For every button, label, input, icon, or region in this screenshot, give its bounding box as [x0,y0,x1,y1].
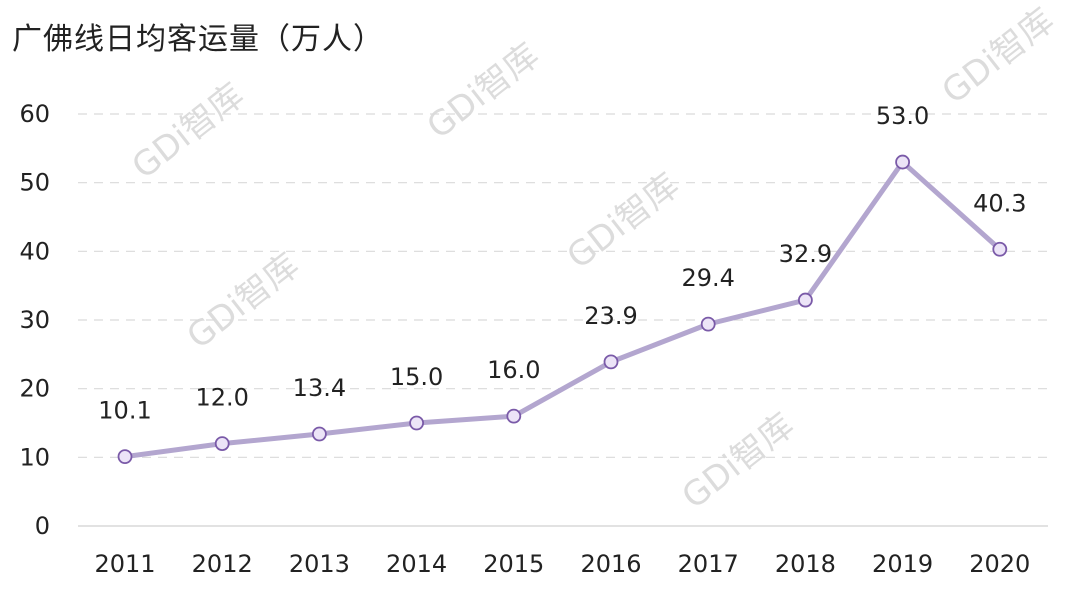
data-label: 32.9 [779,240,832,268]
x-tick-label: 2014 [386,550,447,578]
gridlines [78,113,1048,527]
data-markers [117,154,1008,465]
watermark-text: GDi智库 [180,246,307,358]
x-tick-label: 2013 [289,550,350,578]
data-point [311,426,327,442]
data-label: 16.0 [487,356,540,384]
y-tick-label: 20 [19,375,50,403]
watermark-text: GDi智库 [675,406,802,518]
data-point [895,154,910,170]
data-point [214,436,230,452]
y-tick-label: 0 [35,512,50,540]
x-tick-label: 2018 [775,550,836,578]
x-tick-label: 2017 [678,550,739,578]
data-point [506,408,522,424]
data-label: 23.9 [584,302,637,330]
data-labels: 10.1 12.0 13.4 15.0 16.0 23.9 29.4 32.9 53.0 40.3 [98,102,1026,425]
y-tick-label: 10 [19,443,50,471]
data-label: 13.4 [293,374,346,402]
chart-title: 广佛线日均客运量（万人） [12,22,384,57]
series-line-group [122,159,1003,460]
data-point [992,241,1008,257]
y-tick-label: 50 [19,169,50,197]
x-tick-label: 2012 [192,550,253,578]
series-line [122,159,1003,460]
y-tick-label: 40 [19,237,50,265]
x-tick-label: 2011 [94,550,155,578]
y-tick-label: 30 [19,306,50,334]
data-point [798,292,813,308]
data-label: 29.4 [681,264,734,292]
data-label: 12.0 [195,384,248,412]
data-point [700,316,716,332]
data-label: 15.0 [390,363,443,391]
watermark-text: GDi智库 [935,1,1062,113]
data-point [603,354,619,370]
x-axis-ticks: 2011 2012 2013 2014 2015 2016 2017 2018 2019 2020 [94,550,1030,578]
x-tick-label: 2020 [969,550,1030,578]
data-label: 53.0 [876,102,929,130]
watermark-text: GDi智库 [420,36,547,148]
x-tick-label: 2016 [580,550,641,578]
data-label: 10.1 [98,397,151,425]
y-axis-ticks: 0 10 20 30 40 50 60 [19,100,50,540]
data-label: 40.3 [973,189,1026,217]
y-tick-label: 60 [19,100,50,128]
data-point [117,449,133,465]
x-tick-label: 2019 [872,550,933,578]
data-point [409,415,425,431]
watermark-text: GDi智库 [125,76,252,188]
x-tick-label: 2015 [483,550,544,578]
